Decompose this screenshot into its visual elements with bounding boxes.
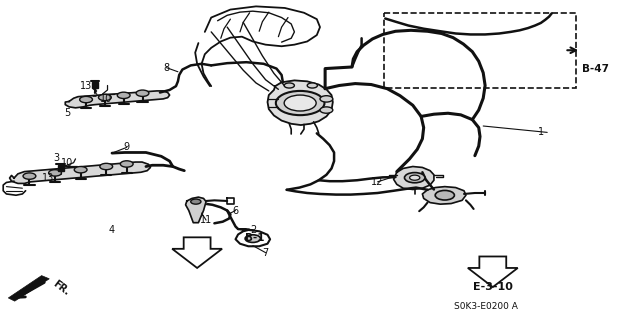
Circle shape [99, 94, 111, 100]
Circle shape [245, 235, 260, 242]
Circle shape [100, 163, 113, 170]
Text: 3: 3 [53, 153, 60, 163]
Text: 8: 8 [163, 63, 170, 73]
Circle shape [120, 161, 133, 167]
Text: 2: 2 [250, 225, 257, 235]
Circle shape [23, 173, 36, 179]
Circle shape [404, 173, 425, 183]
Text: 9: 9 [124, 142, 130, 152]
Text: 10: 10 [99, 94, 112, 104]
Circle shape [74, 167, 87, 173]
Text: 12: 12 [371, 177, 384, 187]
Polygon shape [65, 91, 170, 108]
Polygon shape [394, 167, 434, 189]
Polygon shape [10, 162, 150, 183]
Polygon shape [8, 276, 49, 301]
Polygon shape [422, 187, 466, 204]
Circle shape [276, 91, 324, 115]
Circle shape [410, 175, 420, 180]
Circle shape [435, 190, 454, 200]
Circle shape [136, 90, 149, 96]
Bar [384, 13, 576, 88]
Text: 13: 13 [80, 81, 93, 91]
Text: 10: 10 [61, 158, 74, 168]
Polygon shape [186, 197, 206, 223]
Text: 5: 5 [64, 108, 70, 118]
Text: FR.: FR. [51, 279, 72, 298]
Text: E-3-10: E-3-10 [473, 282, 513, 292]
Text: 3: 3 [92, 89, 98, 99]
Text: 11: 11 [200, 215, 212, 225]
Circle shape [307, 83, 317, 88]
Circle shape [191, 199, 201, 204]
Circle shape [49, 170, 61, 176]
Text: 4: 4 [109, 225, 115, 235]
Text: S0K3-E0200 A: S0K3-E0200 A [454, 302, 518, 311]
Text: 7: 7 [262, 248, 269, 258]
Text: 13: 13 [42, 173, 54, 183]
Text: B-1: B-1 [245, 233, 264, 243]
Polygon shape [268, 80, 333, 125]
Circle shape [284, 83, 294, 88]
Text: 1: 1 [538, 127, 544, 137]
Circle shape [320, 96, 333, 102]
Text: B-47: B-47 [582, 63, 609, 74]
Circle shape [284, 95, 316, 111]
Circle shape [79, 96, 92, 103]
Text: 6: 6 [232, 205, 239, 216]
Circle shape [320, 107, 333, 113]
Circle shape [117, 92, 130, 99]
